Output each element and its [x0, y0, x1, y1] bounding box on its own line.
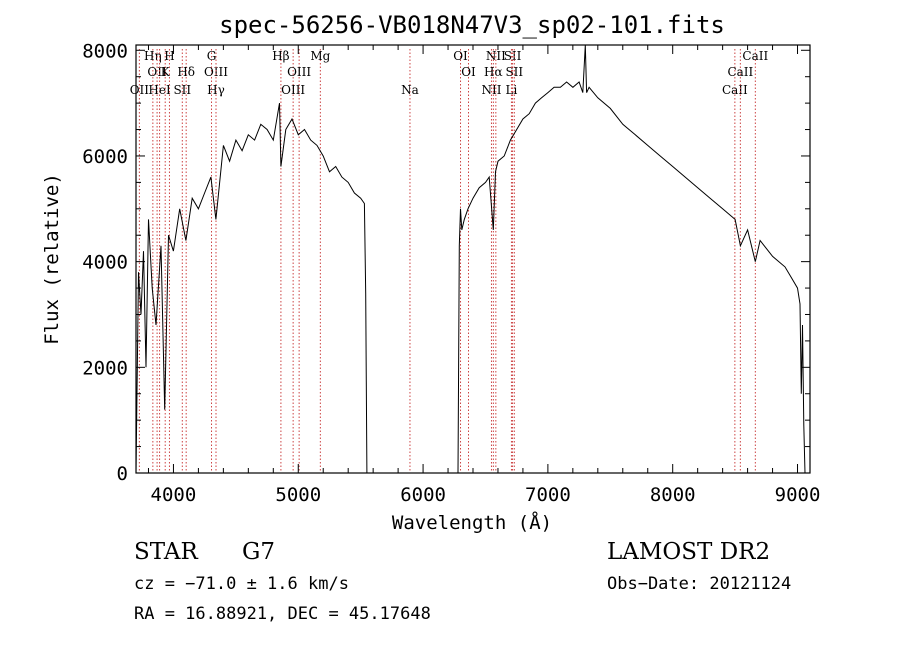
y-axis-label: Flux (relative) — [41, 173, 63, 345]
line-marker-label: Li — [506, 83, 518, 97]
observation-date: Obs−Date: 20121124 — [607, 574, 791, 594]
x-tick-label: 6000 — [400, 484, 446, 506]
line-marker-label: Hδ — [177, 65, 195, 79]
line-marker-label: SII — [173, 83, 191, 97]
line-marker-label: CaII — [722, 83, 748, 97]
x-axis-label: Wavelength (Å) — [392, 511, 552, 534]
line-marker-label: OII — [147, 65, 167, 79]
line-marker-label: OIII — [281, 83, 305, 97]
line-marker-label: Hη — [144, 49, 162, 63]
object-class: STAR — [134, 539, 198, 565]
survey-name: LAMOST DR2 — [607, 539, 770, 565]
spectral-line-markers: OIIHηOIIHeIKHSIIHδGOIIIHγHβOIIIOIIIMgNaO… — [130, 49, 768, 473]
x-axis: 4000 5000 6000 7000 8000 9000 — [147, 45, 821, 506]
y-tick-label: 6000 — [82, 146, 128, 168]
line-marker-label: G — [207, 49, 217, 63]
line-marker-label: NII — [486, 49, 506, 63]
x-tick-label: 5000 — [275, 484, 321, 506]
line-marker-label: HeI — [148, 83, 171, 97]
line-marker-label: SII — [504, 49, 522, 63]
x-tick-label: 9000 — [775, 484, 821, 506]
object-subclass: G7 — [242, 539, 275, 565]
spectrum-series — [135, 44, 806, 474]
y-axis: 0 2000 4000 6000 8000 — [82, 40, 810, 485]
plot-frame — [135, 44, 811, 474]
y-tick-label: 8000 — [82, 40, 128, 62]
line-marker-label: OI — [461, 65, 476, 79]
ra-dec-coordinates: RA = 16.88921, DEC = 45.17648 — [134, 604, 431, 624]
line-marker-label: Na — [401, 83, 419, 97]
line-marker-label: OIII — [287, 65, 311, 79]
line-marker-label: Hβ — [272, 49, 289, 63]
line-marker-label: SII — [505, 65, 523, 79]
line-marker-label: Mg — [310, 49, 330, 63]
spectrum-line-1 — [457, 44, 806, 474]
redshift-velocity: cz = −71.0 ± 1.6 km/s — [134, 574, 349, 594]
y-tick-label: 0 — [117, 463, 128, 485]
line-marker-label: NII — [481, 83, 501, 97]
spectrum-line-0 — [135, 103, 369, 474]
chart-title: spec-56256-VB018N47V3_sp02-101.fits — [219, 11, 725, 39]
x-tick-label: 7000 — [525, 484, 571, 506]
x-tick-label: 4000 — [151, 484, 197, 506]
line-marker-label: CaII — [742, 49, 768, 63]
line-marker-label: CaII — [727, 65, 753, 79]
line-marker-label: OIII — [204, 65, 228, 79]
y-tick-label: 2000 — [82, 357, 128, 379]
line-marker-label: K — [161, 65, 171, 79]
line-marker-label: Hα — [484, 65, 503, 79]
y-tick-label: 4000 — [82, 252, 128, 274]
x-tick-label: 8000 — [650, 484, 696, 506]
line-marker-label: OII — [130, 83, 150, 97]
line-marker-label: Hγ — [207, 83, 225, 97]
line-marker-label: OI — [453, 49, 468, 63]
line-marker-label: H — [164, 49, 174, 63]
